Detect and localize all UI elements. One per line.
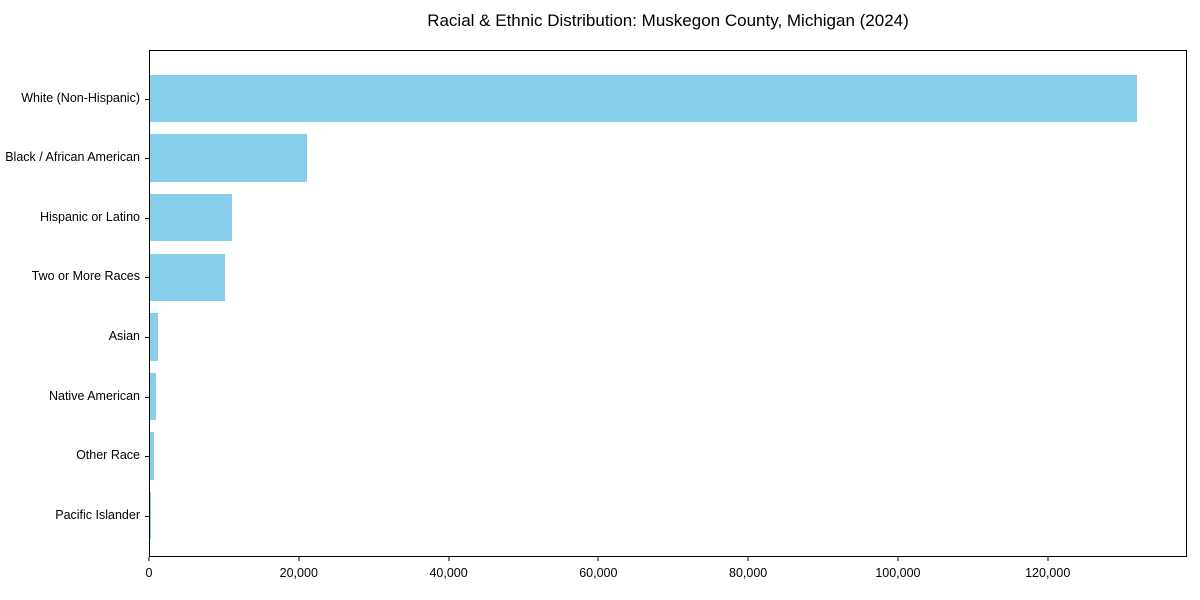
x-tick [747,557,749,561]
y-tick [145,515,149,517]
y-tick [145,277,149,279]
x-tick [597,557,599,561]
bar [150,74,1137,123]
x-tick [897,557,899,561]
x-tick-label: 120,000 [1025,566,1071,580]
y-axis-label: Black / African American [5,150,140,165]
bar [150,313,159,361]
bar [150,134,307,182]
x-tick-label: 60,000 [579,566,618,580]
x-tick [448,557,450,561]
y-axis-label: Other Race [76,448,140,463]
x-tick-label: 20,000 [279,566,318,580]
y-tick [145,217,149,219]
x-tick [298,557,300,561]
plot-area [145,50,1187,557]
x-tick [1047,557,1049,561]
bar [150,253,225,302]
chart-title: Racial & Ethnic Distribution: Muskegon C… [427,11,909,30]
y-tick [145,456,149,458]
y-axis-label: Native American [48,388,140,403]
bar [150,372,156,421]
bar [150,432,154,480]
x-tick-label: 0 [145,566,153,580]
y-tick [145,158,149,160]
y-axis-label: Pacific Islander [55,507,140,522]
x-tick-label: 80,000 [729,566,768,580]
x-tick [148,557,150,561]
bar [150,193,233,242]
y-tick [145,336,149,338]
y-axis-labels: White (Non-Hispanic) Black / African Amer… [0,50,140,557]
x-tick-label: 100,000 [875,566,921,580]
x-tick-label: 40,000 [429,566,468,580]
y-axis-label: White (Non-Hispanic) [21,90,140,105]
y-axis-label: Hispanic or Latino [39,209,140,224]
y-tick [145,98,149,100]
y-axis-label: Two or More Races [31,269,140,284]
y-tick [145,396,149,398]
y-axis-label: Asian [108,328,140,343]
x-axis: 0 20,000 40,000 60,000 80,000 100,000 120,000 [145,557,1187,597]
